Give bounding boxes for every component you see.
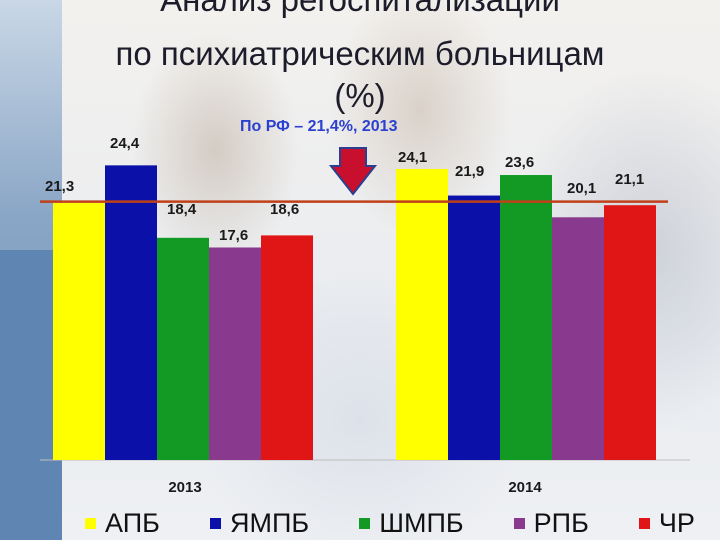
value-label-2014-3: 20,1 <box>567 180 596 197</box>
left-decorative-panel <box>0 250 62 540</box>
legend-item-0: АПБ <box>85 508 160 539</box>
legend-label: ЯМПБ <box>229 507 310 538</box>
bar-2013-4 <box>261 235 313 460</box>
legend-label: ЧР <box>658 507 695 538</box>
bar-2014-4 <box>604 205 656 460</box>
value-label-2014-1: 21,9 <box>455 163 484 180</box>
legend-swatch <box>209 517 221 529</box>
bar-2014-3 <box>552 217 604 460</box>
value-label-2014-4: 21,1 <box>615 171 644 188</box>
category-label-2013: 2013 <box>168 479 201 496</box>
bar-2013-1 <box>105 165 157 460</box>
bar-2014-2 <box>500 175 552 461</box>
legend-item-3: РПБ <box>513 507 589 539</box>
title-line-3: (%) <box>334 77 386 114</box>
category-label-2014: 2014 <box>508 479 542 496</box>
value-label-2014-2: 23,6 <box>505 154 534 171</box>
bar-2014-0 <box>396 168 448 460</box>
legend-item-4: ЧР <box>638 507 695 539</box>
legend-swatch <box>85 517 97 529</box>
legend-swatch <box>513 517 525 529</box>
value-label-2014-0: 24,1 <box>398 149 427 166</box>
legend-item-2: ШМПБ <box>359 507 464 539</box>
bar-2014-1 <box>448 195 500 460</box>
title-line-1: Анализ регоспитализаций <box>0 0 720 20</box>
arrow-down-icon <box>328 147 378 196</box>
reference-annotation: По РФ – 21,4%, 2013 <box>240 118 398 135</box>
legend-swatch <box>638 517 650 529</box>
value-label-2013-1: 24,4 <box>110 135 140 152</box>
title-line-2: по психиатрическим больницам <box>115 35 605 72</box>
bar-2013-3 <box>209 247 261 460</box>
value-label-2013-3: 17,6 <box>219 227 248 244</box>
value-label-2013-0: 21,3 <box>45 178 74 195</box>
legend-swatch <box>359 517 371 529</box>
value-label-2013-4: 18,6 <box>270 201 299 218</box>
bar-2013-2 <box>157 237 209 460</box>
legend-label: РПБ <box>533 507 589 538</box>
bar-2013-0 <box>53 202 105 460</box>
value-label-2013-2: 18,4 <box>167 201 197 218</box>
legend-label: ШМПБ <box>379 507 464 538</box>
legend-item-1: ЯМПБ <box>209 507 310 539</box>
legend-label: АПБ <box>105 507 160 538</box>
legend: АПБ ЯМПБ ШМПБ РПБ ЧР <box>60 506 720 540</box>
